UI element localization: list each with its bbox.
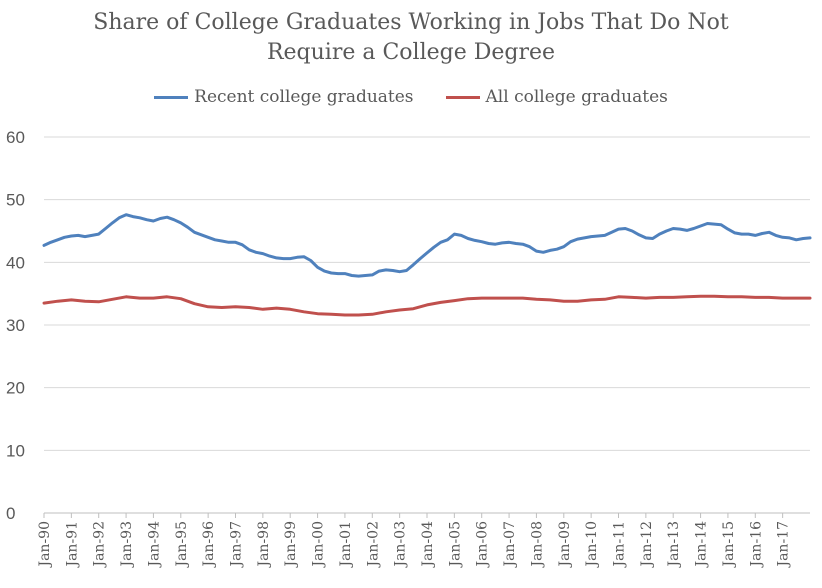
x-tick-label: Jan-00 (311, 521, 327, 569)
legend-label-recent: Recent college graduates (194, 87, 414, 107)
legend-swatch-recent (154, 95, 189, 99)
y-tick-label: 0 (6, 504, 15, 523)
x-tick-label: Jan-11 (612, 521, 628, 569)
x-tick-label: Jan-17 (776, 521, 792, 569)
y-tick-label: 10 (6, 441, 25, 460)
chart-title: Share of College Graduates Working in Jo… (93, 10, 729, 35)
y-tick-label: 50 (6, 191, 25, 210)
y-tick-label: 60 (6, 128, 25, 147)
x-tick-label: Jan-14 (694, 521, 710, 569)
x-tick-label: Jan-05 (447, 521, 463, 569)
x-tick-label: Jan-12 (639, 521, 655, 569)
series-line-all-graduates (42, 294, 812, 317)
x-tick-label: Jan-08 (529, 521, 545, 569)
x-tick-label: Jan-94 (146, 521, 162, 569)
y-tick-label: 30 (6, 316, 25, 335)
x-tick-label: Jan-01 (338, 521, 354, 569)
legend: Recent college graduates All college gra… (0, 87, 822, 107)
x-tick-label: Jan-96 (201, 521, 217, 569)
x-tick-label: Jan-07 (502, 521, 518, 569)
x-tick-label: Jan-97 (229, 521, 245, 569)
x-tick-label: Jan-90 (37, 521, 53, 569)
x-tick-label: Jan-04 (420, 521, 436, 569)
x-tick-label: Jan-13 (666, 521, 682, 569)
legend-swatch-all (445, 95, 480, 99)
x-tick-label: Jan-92 (92, 521, 108, 569)
x-tick-label: Jan-95 (174, 521, 190, 569)
y-tick-label: 40 (6, 253, 25, 272)
legend-item-recent: Recent college graduates (154, 87, 414, 107)
x-tick-label: Jan-06 (475, 521, 491, 569)
y-tick-label: 20 (6, 379, 25, 398)
x-tick-label: Jan-16 (748, 521, 764, 569)
legend-label-all: All college graduates (485, 87, 668, 107)
x-tick-label: Jan-03 (393, 521, 409, 569)
x-tick-label: Jan-93 (119, 521, 135, 569)
x-tick-label: Jan-15 (721, 521, 737, 569)
x-tick-label: Jan-98 (256, 521, 272, 569)
chart-title-line-2: Require a College Degree (266, 40, 556, 65)
legend-item-all: All college graduates (445, 87, 668, 107)
x-tick-label: Jan-09 (557, 521, 573, 569)
x-tick-label: Jan-02 (365, 521, 381, 569)
x-tick-label: Jan-99 (283, 521, 299, 569)
x-tick-label: Jan-10 (584, 521, 600, 569)
series-line-recent-graduates (42, 213, 812, 278)
x-tick-label: Jan-91 (64, 521, 80, 569)
